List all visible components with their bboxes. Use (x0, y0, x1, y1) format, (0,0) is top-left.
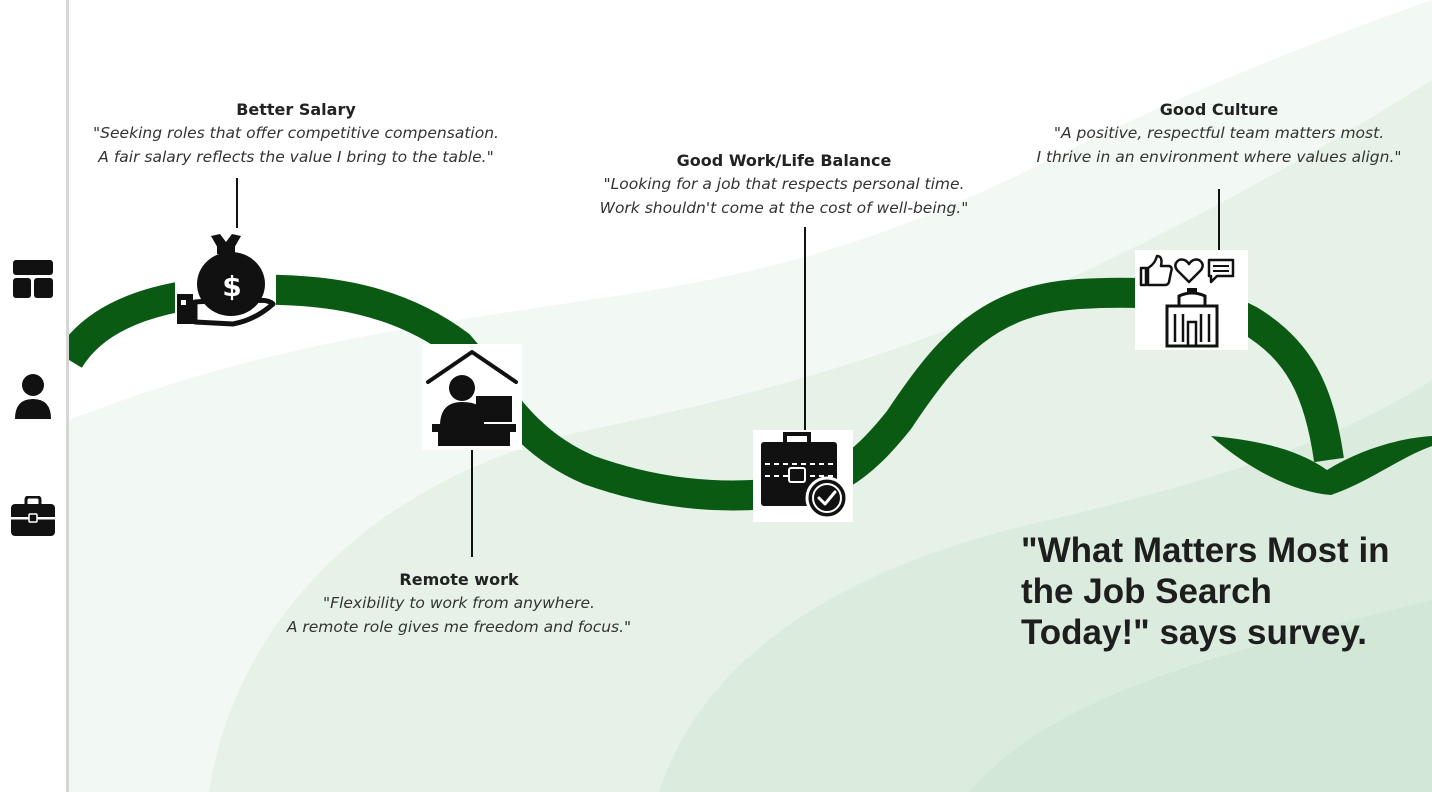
milestone-quote-line: "A positive, respectful team matters mos… (1053, 124, 1385, 142)
headline-line: "What Matters Most in (1021, 531, 1390, 570)
milestone-title: Remote work (399, 570, 519, 589)
milestone-culture-icon (1135, 250, 1248, 350)
culture-building-icon (1139, 254, 1235, 348)
milestone-title: Good Culture (1159, 100, 1279, 119)
milestone-quote-line: A fair salary reflects the value I bring… (98, 148, 494, 166)
nav-jobs-button[interactable] (8, 493, 58, 541)
milestone-quote-line: "Flexibility to work from anywhere. (323, 594, 595, 612)
milestone-balance-label: Good Work/Life Balance "Looking for a jo… (584, 150, 984, 220)
milestone-quote-line: "Looking for a job that respects persona… (603, 175, 965, 193)
roadmap-canvas: $ (69, 0, 1432, 792)
milestone-quote-line: "Seeking roles that offer competitive co… (93, 124, 499, 142)
svg-text:$: $ (222, 270, 241, 303)
milestone-remote-label: Remote work "Flexibility to work from an… (259, 569, 659, 639)
sidebar (0, 0, 69, 792)
milestone-title: Good Work/Life Balance (676, 151, 892, 170)
milestone-quote-line: Work shouldn't come at the cost of well-… (599, 199, 969, 217)
roadmap-arrowhead (1211, 436, 1432, 495)
briefcase-icon (11, 496, 55, 536)
milestone-quote-line: I thrive in an environment where values … (1036, 148, 1402, 166)
dashboard-icon (13, 260, 53, 298)
headline-line: Today!" says survey. (1021, 613, 1368, 652)
user-icon (15, 374, 51, 419)
milestone-remote-icon (422, 344, 522, 450)
nav-profile-button[interactable] (8, 373, 58, 421)
money-bag-hand-icon: $ (177, 234, 276, 327)
briefcase-check-icon (761, 432, 849, 520)
milestone-quote-line: A remote role gives me freedom and focus… (286, 618, 632, 636)
milestone-salary-icon: $ (175, 228, 276, 330)
milestone-culture-label: Good Culture "A positive, respectful tea… (1019, 99, 1419, 169)
milestone-title: Better Salary (236, 100, 356, 119)
headline-line: the Job Search (1021, 572, 1272, 611)
milestone-salary-label: Better Salary "Seeking roles that offer … (69, 99, 523, 169)
milestone-balance-icon (753, 430, 853, 522)
home-office-icon (426, 350, 518, 446)
survey-headline: "What Matters Most in the Job Search Tod… (1021, 530, 1421, 653)
nav-dashboard-button[interactable] (8, 255, 58, 303)
